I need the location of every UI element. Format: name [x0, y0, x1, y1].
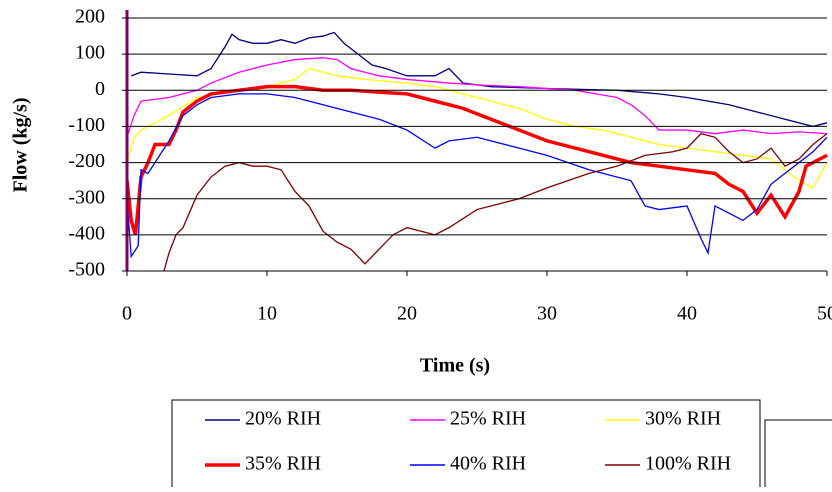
legend-label: 25% RIH [450, 408, 526, 430]
series-line [163, 132, 828, 271]
series-line [127, 57, 828, 138]
x-tick-label: 30 [537, 303, 557, 325]
legend-label: 40% RIH [450, 453, 526, 475]
x-tick-label: 10 [257, 303, 277, 325]
plot-area [127, 31, 828, 271]
series-line [127, 93, 828, 259]
y-tick-label: -300 [68, 186, 105, 208]
x-tick-label: 20 [397, 303, 417, 325]
legend-label: 30% RIH [645, 408, 721, 430]
y-tick-label: 100 [75, 42, 105, 64]
series-line [127, 67, 828, 189]
y-tick-label: -400 [68, 222, 105, 244]
y-tick-label: 200 [75, 6, 105, 28]
y-axis-title: Flow (kg/s) [10, 98, 32, 193]
x-tick-label: 0 [122, 303, 132, 325]
series-line [127, 84, 828, 236]
y-tick-label: -200 [68, 150, 105, 172]
side-box [764, 419, 832, 491]
x-axis-title: Time (s) [420, 355, 490, 377]
x-tick-label: 40 [677, 303, 697, 325]
legend-box [171, 399, 761, 491]
y-tick-label: -100 [68, 114, 105, 136]
legend-label: 20% RIH [245, 408, 321, 430]
legend-label: 100% RIH [645, 453, 731, 475]
legend-label: 35% RIH [245, 453, 321, 475]
y-tick-label: 0 [95, 78, 105, 100]
series-line [130, 31, 828, 128]
x-tick-label: 50 [817, 303, 832, 325]
y-tick-label: -500 [68, 259, 105, 281]
